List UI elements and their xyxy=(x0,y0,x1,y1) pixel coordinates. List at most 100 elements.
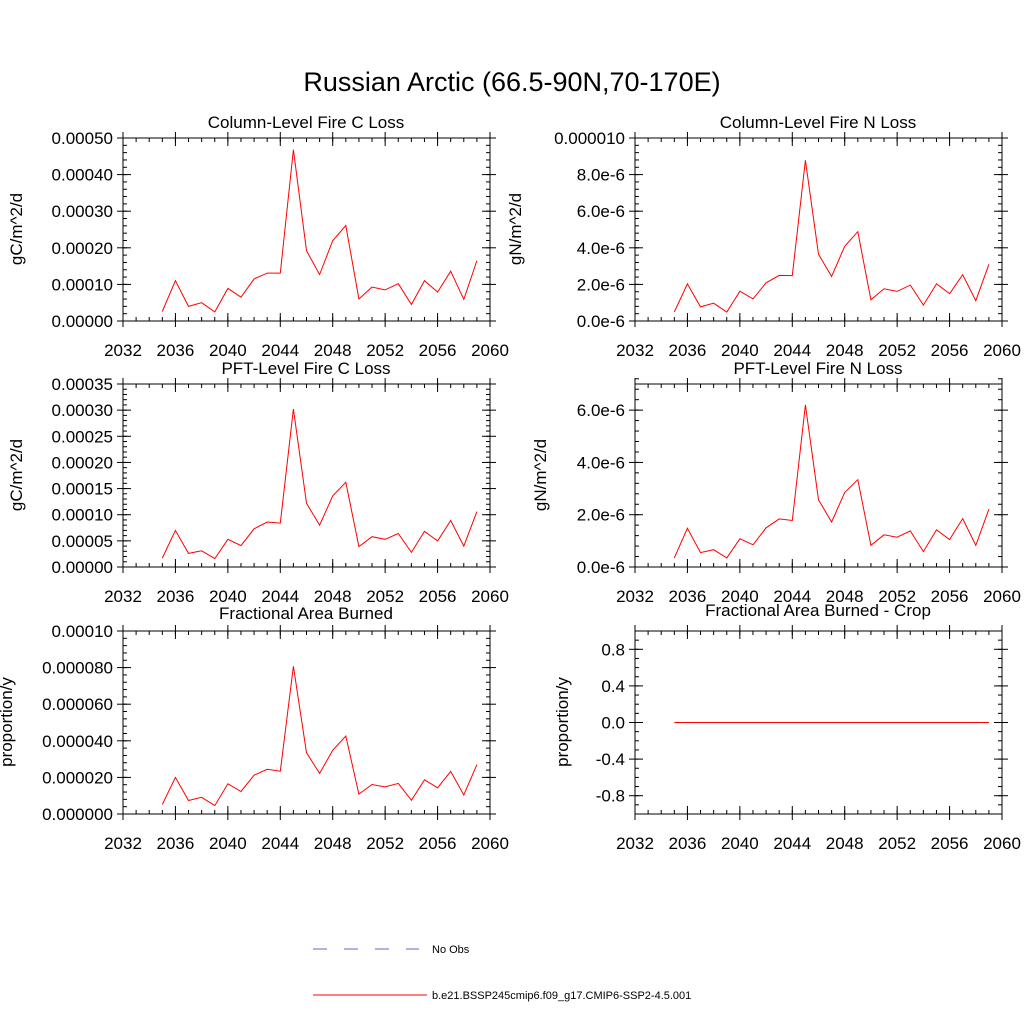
panel-2-y-tick-label: 6.0e-6 xyxy=(577,202,625,221)
panel-4-x-tick-label: 2032 xyxy=(616,587,654,606)
panel-1-plot: 2032 2036 2040 2044 2048 2052 2056 2060 0.00000 0… xyxy=(52,129,509,360)
panel-3-y-tick-label: 0.00035 xyxy=(52,375,113,394)
panel-6-x-tick-label: 2040 xyxy=(721,834,759,853)
panel-1-y-tick-label: 0.00000 xyxy=(52,312,113,331)
panel-6-x-tick-label: 2048 xyxy=(826,834,864,853)
panel-6: Fractional Area Burned - Crop proportion… xyxy=(553,601,1021,853)
panel-1: Column-Level Fire C Loss gC/m^2/d 2032 20… xyxy=(7,113,509,360)
panel-1-y-tick-label: 0.00020 xyxy=(52,239,113,258)
panel-4: PFT-Level Fire N Loss gN/m^2/d 2032 2036 2… xyxy=(531,359,1021,606)
panel-1-x-tick-label: 2052 xyxy=(366,341,404,360)
panel-1-y-tick-label: 0.00050 xyxy=(52,129,113,148)
panel-4-x-tick-label: 2036 xyxy=(669,587,707,606)
panel-2-series-line xyxy=(673,160,990,313)
panel-4-y-tick-label: 6.0e-6 xyxy=(577,401,625,420)
panel-2-x-tick-label: 2056 xyxy=(931,341,969,360)
panel-1-x-tick-label: 2040 xyxy=(209,341,247,360)
panel-2-plot: 2032 2036 2040 2044 2048 2052 2056 2060 0.0e-6 2.… xyxy=(554,129,1021,360)
panel-3-plot: 2032 2036 2040 2044 2048 2052 2056 2060 0.00000 0… xyxy=(52,375,509,606)
panel-1-x-tick-label: 2060 xyxy=(471,341,509,360)
panel-3-y-tick-label: 0.00020 xyxy=(52,453,113,472)
panel-3-x-tick-label: 2048 xyxy=(314,587,352,606)
legend: No Obs b.e21.BSSP245cmip6.f09_g17.CMIP6-… xyxy=(313,944,691,1002)
panel-2-y-tick-label: 8.0e-6 xyxy=(577,166,625,185)
panel-1-y-tick-label: 0.00030 xyxy=(52,202,113,221)
panel-5-y-tick-label: 0.000080 xyxy=(42,659,113,678)
panel-4-y-tick-label: 2.0e-6 xyxy=(577,506,625,525)
panel-2-y-tick-label: 4.0e-6 xyxy=(577,239,625,258)
panel-4-plot: 2032 2036 2040 2044 2048 2052 2056 2060 0.0e-6 2.… xyxy=(577,378,1021,606)
panel-3-y-tick-label: 0.00005 xyxy=(52,532,113,551)
panel-2-y-tick-label: 0.0e-6 xyxy=(577,312,625,331)
panel-5-y-tick-label: 0.000040 xyxy=(42,732,113,751)
panel-4-x-tick-label: 2040 xyxy=(721,587,759,606)
panel-1-ylabel: gC/m^2/d xyxy=(7,193,26,265)
panel-3-y-tick-label: 0.00010 xyxy=(52,506,113,525)
panel-5-y-tick-label: 0.00010 xyxy=(52,622,113,641)
panel-5-x-tick-label: 2040 xyxy=(209,834,247,853)
panel-3-y-tick-label: 0.00000 xyxy=(52,558,113,577)
panel-1-frame xyxy=(122,137,491,322)
panel-4-x-tick-label: 2056 xyxy=(931,587,969,606)
panel-3-y-tick-label: 0.00015 xyxy=(52,480,113,499)
panel-3-x-tick-label: 2060 xyxy=(471,587,509,606)
panel-5-x-tick-label: 2032 xyxy=(104,834,142,853)
panel-4-ylabel: gN/m^2/d xyxy=(531,439,550,511)
panel-3: PFT-Level Fire C Loss gC/m^2/d 2032 2036 2… xyxy=(7,359,509,606)
panel-5-x-tick-label: 2052 xyxy=(366,834,404,853)
panel-5-y-tick-label: 0.000060 xyxy=(42,695,113,714)
panel-6-x-tick-label: 2052 xyxy=(878,834,916,853)
panel-1-y-tick-label: 0.00040 xyxy=(52,166,113,185)
panel-3-x-tick-label: 2036 xyxy=(157,587,195,606)
panel-2-y-tick-label: 2.0e-6 xyxy=(577,275,625,294)
panel-6-y-tick-label: 0.4 xyxy=(601,677,625,696)
panel-6-y-tick-label: 0.8 xyxy=(601,640,625,659)
panel-5-x-tick-label: 2044 xyxy=(261,834,299,853)
panel-1-x-tick-label: 2048 xyxy=(314,341,352,360)
panel-3-series-line xyxy=(161,409,478,560)
panel-1-x-tick-label: 2032 xyxy=(104,341,142,360)
panel-3-ylabel: gC/m^2/d xyxy=(7,439,26,511)
panel-5-x-tick-label: 2060 xyxy=(471,834,509,853)
panel-5: Fractional Area Burned proportion/y 2032… xyxy=(0,604,509,853)
panel-1-x-tick-label: 2056 xyxy=(419,341,457,360)
panel-6-x-tick-label: 2044 xyxy=(773,834,811,853)
panel-4-x-tick-label: 2044 xyxy=(773,587,811,606)
panel-2-x-tick-label: 2048 xyxy=(826,341,864,360)
panel-6-y-tick-label: 0.0 xyxy=(601,714,625,733)
panel-4-x-tick-label: 2060 xyxy=(983,587,1021,606)
panel-2-x-tick-label: 2032 xyxy=(616,341,654,360)
panel-2-x-tick-label: 2036 xyxy=(669,341,707,360)
panel-4-title: PFT-Level Fire N Loss xyxy=(733,359,902,378)
panel-5-x-tick-label: 2036 xyxy=(157,834,195,853)
panel-6-x-tick-label: 2060 xyxy=(983,834,1021,853)
panel-6-y-tick-label: -0.8 xyxy=(596,787,625,806)
panel-1-x-tick-label: 2036 xyxy=(157,341,195,360)
legend-model-label: b.e21.BSSP245cmip6.f09_g17.CMIP6-SSP2-4.… xyxy=(432,990,691,1002)
panel-3-x-tick-label: 2040 xyxy=(209,587,247,606)
panel-2-title: Column-Level Fire N Loss xyxy=(720,113,917,132)
panel-2-y-tick-label: 0.000010 xyxy=(554,129,625,148)
panel-5-title: Fractional Area Burned xyxy=(219,604,393,623)
panel-5-x-tick-label: 2056 xyxy=(419,834,457,853)
legend-obs-label: No Obs xyxy=(432,944,470,956)
panel-5-series-line xyxy=(161,666,478,807)
panel-5-plot: 2032 2036 2040 2044 2048 2052 2056 2060 0.000000… xyxy=(42,622,509,853)
panel-2-x-tick-label: 2040 xyxy=(721,341,759,360)
panel-5-ylabel: proportion/y xyxy=(0,677,16,767)
panel-6-title: Fractional Area Burned - Crop xyxy=(705,601,931,620)
panel-5-x-tick-label: 2048 xyxy=(314,834,352,853)
panel-3-x-tick-label: 2044 xyxy=(261,587,299,606)
panel-6-x-tick-label: 2056 xyxy=(931,834,969,853)
panel-1-x-tick-label: 2044 xyxy=(261,341,299,360)
panel-1-y-tick-label: 0.00010 xyxy=(52,275,113,294)
panel-4-y-tick-label: 0.0e-6 xyxy=(577,558,625,577)
panel-5-y-tick-label: 0.000000 xyxy=(42,805,113,824)
panel-3-x-tick-label: 2052 xyxy=(366,587,404,606)
panel-6-x-tick-label: 2032 xyxy=(616,834,654,853)
panel-2-frame xyxy=(634,137,1003,322)
panel-6-y-tick-label: -0.4 xyxy=(596,750,625,769)
panel-1-title: Column-Level Fire C Loss xyxy=(208,113,405,132)
panel-6-ylabel: proportion/y xyxy=(553,677,572,767)
panel-3-title: PFT-Level Fire C Loss xyxy=(221,359,390,378)
